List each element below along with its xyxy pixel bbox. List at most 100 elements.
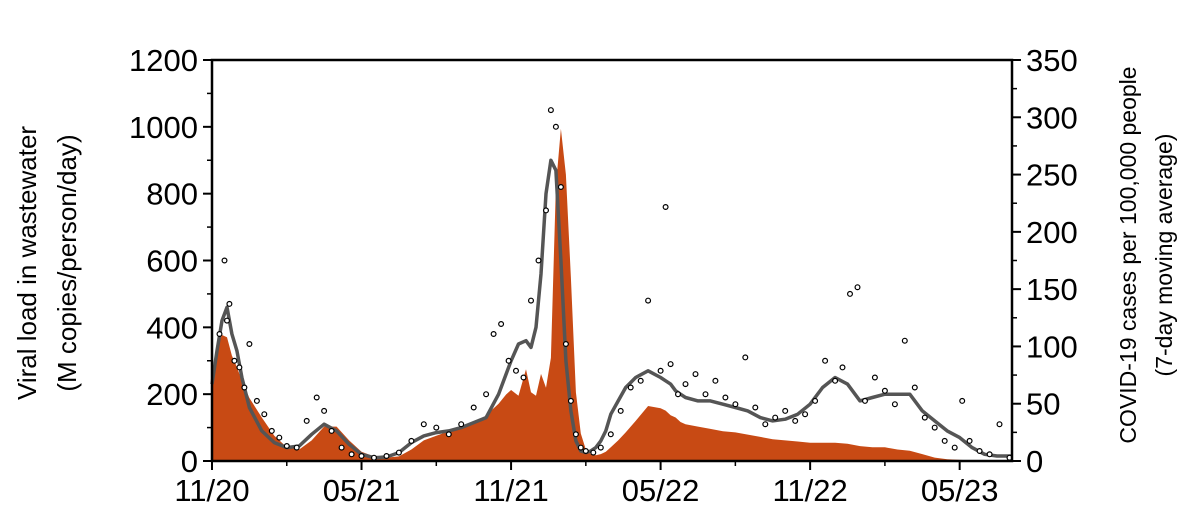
viral-load-point <box>283 443 290 450</box>
viral-load-point <box>762 421 769 428</box>
viral-load-point <box>577 444 584 451</box>
viral-load-point <box>966 437 973 444</box>
viral-load-point <box>921 414 928 421</box>
viral-load-point <box>358 453 365 460</box>
viral-load-point <box>231 357 238 364</box>
viral-load-point <box>839 364 846 371</box>
viral-load-point <box>959 397 966 404</box>
viral-load-point <box>458 421 465 428</box>
viral-load-point <box>582 448 589 455</box>
viral-load-point <box>662 204 669 211</box>
viral-load-point <box>216 331 223 338</box>
viral-load-point <box>637 377 644 384</box>
viral-load-point <box>505 357 512 364</box>
viral-load-point <box>772 414 779 421</box>
left-tick-label: 1200 <box>129 43 198 78</box>
viral-load-point <box>313 394 320 401</box>
right-tick-label: 0 <box>1026 444 1043 479</box>
left-tick-label: 600 <box>146 244 198 279</box>
plot-border <box>210 58 1014 463</box>
right-tick-label: 350 <box>1026 43 1078 78</box>
viral-load-point <box>832 377 839 384</box>
viral-load-point <box>224 317 231 324</box>
viral-load-point <box>562 341 569 348</box>
viral-load-point <box>338 444 345 451</box>
viral-load-point <box>527 297 534 304</box>
viral-load-point <box>682 381 689 388</box>
viral-load-point <box>552 123 559 130</box>
y-axis-title-line-1: Viral load in wastewater <box>12 126 42 400</box>
viral-load-point <box>535 257 542 264</box>
left-tick-label: 1000 <box>129 110 198 145</box>
viral-load-point <box>547 107 554 114</box>
viral-load-point <box>567 397 574 404</box>
right-tick-label: 100 <box>1026 329 1078 364</box>
viral-load-point <box>303 417 310 424</box>
x-axis-ticks: 11/20 05/21 11/21 05/22 11/22 05/23 <box>174 461 998 508</box>
viral-load-point <box>846 290 853 297</box>
viral-load-point <box>408 437 415 444</box>
viral-load-point <box>221 257 228 264</box>
viral-load-point <box>627 384 634 391</box>
viral-load-point <box>607 431 614 438</box>
y2-axis-title-line-2: (7-day moving average) <box>1151 134 1177 377</box>
viral-load-point <box>712 377 719 384</box>
viral-load-point <box>692 371 699 378</box>
viral-load-point <box>802 411 809 418</box>
viral-load-point <box>812 397 819 404</box>
viral-load-point <box>742 354 749 361</box>
viral-load-point <box>732 401 739 408</box>
viral-load-point <box>490 331 497 338</box>
viral-load-point <box>782 407 789 414</box>
viral-load-point <box>433 424 440 431</box>
viral-load-point <box>861 397 868 404</box>
viral-load-trend-line <box>210 158 1012 460</box>
viral-load-point <box>371 454 378 461</box>
right-tick-label: 250 <box>1026 158 1078 193</box>
viral-load-point <box>420 421 427 428</box>
left-tick-label: 200 <box>146 377 198 412</box>
right-tick-label: 300 <box>1026 100 1078 135</box>
viral-load-point <box>976 448 983 455</box>
viral-load-point <box>246 341 253 348</box>
viral-load-point <box>483 391 490 398</box>
viral-load-point <box>542 207 549 214</box>
viral-load-point <box>590 449 597 456</box>
viral-load-point <box>996 421 1003 428</box>
viral-load-point <box>722 394 729 401</box>
viral-load-point <box>617 407 624 414</box>
x-tick-label: 05/23 <box>921 473 999 508</box>
viral-load-point <box>261 411 268 418</box>
right-tick-label: 50 <box>1026 387 1060 422</box>
viral-load-point <box>667 361 674 368</box>
x-tick-label: 05/22 <box>622 473 700 508</box>
viral-load-point <box>901 337 908 344</box>
viral-load-point <box>348 451 355 458</box>
viral-load-point <box>941 437 948 444</box>
viral-load-point <box>236 364 243 371</box>
viral-load-point <box>328 427 335 434</box>
viral-load-point <box>445 431 452 438</box>
left-axis-ticks: 0 200 400 600 800 1000 1200 <box>129 43 212 479</box>
y2-axis-title-line-1: COVID-19 cases per 100,000 people <box>1115 66 1141 443</box>
viral-load-point <box>241 384 248 391</box>
viral-load-point <box>822 357 829 364</box>
viral-load-point <box>253 397 260 404</box>
viral-load-point <box>597 444 604 451</box>
viral-load-points-layer <box>216 107 1013 461</box>
viral-load-point <box>293 444 300 451</box>
viral-load-trend-layer <box>210 158 1012 460</box>
viral-load-point <box>276 434 283 441</box>
viral-load-point <box>871 374 878 381</box>
viral-load-point <box>226 300 233 307</box>
left-tick-label: 800 <box>146 177 198 212</box>
x-tick-label: 05/21 <box>323 473 401 508</box>
viral-load-point <box>268 427 275 434</box>
viral-load-point <box>702 391 709 398</box>
x-tick-label: 11/22 <box>772 473 847 508</box>
viral-load-point <box>792 417 799 424</box>
viral-load-point <box>854 284 861 291</box>
viral-load-point <box>520 374 527 381</box>
viral-load-point <box>881 387 888 394</box>
